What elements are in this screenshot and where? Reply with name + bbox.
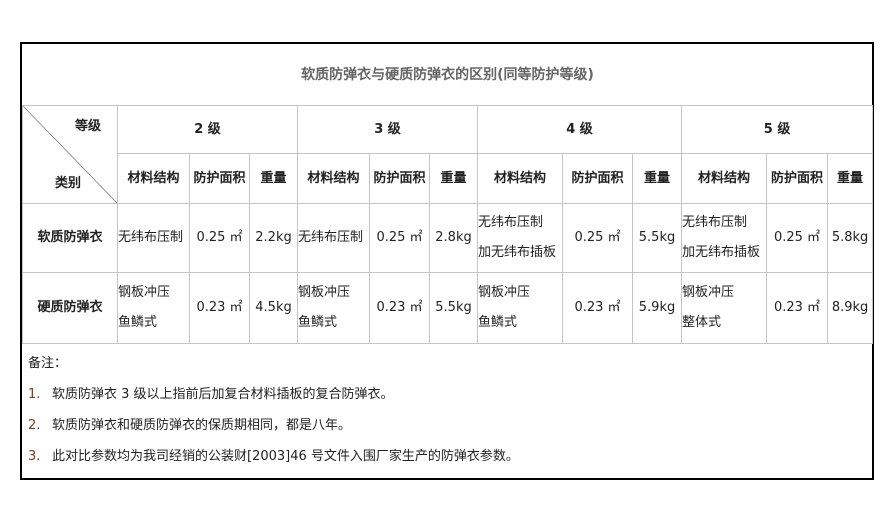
area-cell: 0.25 ㎡ (369, 203, 430, 273)
weight-cell: 5.5kg (429, 272, 478, 344)
note-item: 1. 软质防弹衣 3 级以上指前后加复合材料插板的复合防弹衣。 (28, 379, 866, 410)
weight-cell: 2.2kg (249, 203, 298, 273)
weight-cell: 5.8kg (826, 203, 874, 273)
weight-cell: 4.5kg (249, 272, 298, 344)
note-text: 软质防弹衣 3 级以上指前后加复合材料插板的复合防弹衣。 (52, 387, 394, 402)
area-cell: 0.23 ㎡ (369, 272, 430, 344)
material-cell: 无纬布压制 (117, 203, 190, 273)
subheader: 材料结构 (117, 153, 190, 204)
subheader: 材料结构 (681, 153, 767, 204)
note-number: 2. (28, 418, 41, 433)
subheader: 重量 (632, 153, 682, 204)
area-cell: 0.25 ㎡ (562, 203, 633, 273)
material-cell: 无纬布压制 (297, 203, 370, 273)
row-category: 硬质防弹衣 (22, 272, 118, 344)
level-header: 2 级 (117, 105, 298, 154)
subheader: 材料结构 (297, 153, 370, 204)
material-cell: 钢板冲压 鱼鳞式 (117, 272, 190, 344)
area-cell: 0.23 ㎡ (766, 272, 828, 344)
note-text: 软质防弹衣和硬质防弹衣的保质期相同，都是八年。 (52, 418, 352, 433)
subheader: 重量 (249, 153, 298, 204)
subheader: 重量 (826, 153, 874, 204)
subheader: 防护面积 (369, 153, 430, 204)
note-number: 1. (28, 387, 41, 402)
notes-section: 备注： 1. 软质防弹衣 3 级以上指前后加复合材料插板的复合防弹衣。 2. 软质防… (22, 344, 872, 478)
weight-cell: 5.9kg (632, 272, 682, 344)
subheader: 防护面积 (189, 153, 250, 204)
note-item: 2. 软质防弹衣和硬质防弹衣的保质期相同，都是八年。 (28, 410, 866, 441)
note-item: 3. 此对比参数均为我司经销的公装财[2003]46 号文件入围厂家生产的防弹衣参… (28, 441, 866, 472)
material-cell: 钢板冲压 鱼鳞式 (477, 272, 563, 344)
corner-level-label: 等级 (74, 119, 101, 134)
material-cell: 钢板冲压 鱼鳞式 (297, 272, 370, 344)
note-number: 3. (28, 449, 41, 464)
level-header: 3 级 (297, 105, 478, 154)
weight-cell: 8.9kg (826, 272, 874, 344)
corner-category-label: 类别 (55, 176, 82, 191)
table-row: 软质防弹衣 无纬布压制 0.25 ㎡ 2.2kg 无纬布压制 0.25 ㎡ 2.8kg 无纬布… (22, 203, 874, 273)
subheader: 重量 (429, 153, 478, 204)
area-cell: 0.23 ㎡ (189, 272, 250, 344)
table-row: 硬质防弹衣 钢板冲压 鱼鳞式 0.23 ㎡ 4.5kg 钢板冲压 鱼鳞式 0.23 ㎡ 5.… (22, 272, 874, 344)
area-cell: 0.25 ㎡ (189, 203, 250, 273)
note-text: 此对比参数均为我司经销的公装财[2003]46 号文件入围厂家生产的防弹衣参数。 (52, 449, 519, 464)
notes-heading: 备注： (28, 356, 68, 371)
subheader: 材料结构 (477, 153, 563, 204)
table-title: 软质防弹衣与硬质防弹衣的区别(同等防护等级) (22, 44, 873, 106)
material-cell: 无纬布压制 加无纬布插板 (681, 203, 767, 273)
row-category: 软质防弹衣 (22, 203, 118, 273)
material-cell: 无纬布压制 加无纬布插板 (477, 203, 563, 273)
area-cell: 0.25 ㎡ (766, 203, 828, 273)
subheader: 防护面积 (562, 153, 633, 204)
weight-cell: 2.8kg (429, 203, 478, 273)
subheader: 防护面积 (766, 153, 828, 204)
material-cell: 钢板冲压 整体式 (681, 272, 767, 344)
area-cell: 0.23 ㎡ (562, 272, 633, 344)
corner-header: 等级 类别 (22, 105, 118, 204)
weight-cell: 5.5kg (632, 203, 682, 273)
level-header: 5 级 (680, 105, 874, 154)
level-header: 4 级 (477, 105, 682, 154)
